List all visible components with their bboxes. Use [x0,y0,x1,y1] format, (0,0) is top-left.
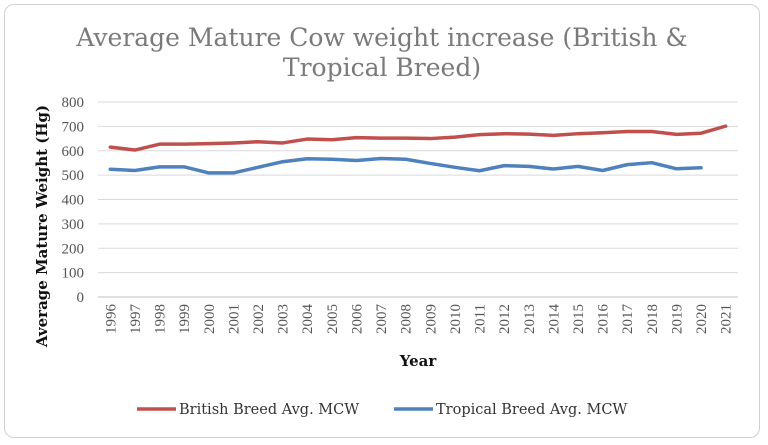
y-axis-label: Average Mature Weight (Hg) [33,105,51,348]
x-tick-label: 2005 [325,304,341,334]
x-tick-label: 2004 [300,304,316,335]
x-tick-label: 2007 [374,304,390,335]
gridlines [98,101,738,298]
x-tick-label: 2009 [423,304,439,334]
y-axis-ticks: 0 100 200 300 400 500 600 700 800 [62,95,85,306]
x-tick-label: 2013 [522,304,538,334]
series-lines [108,124,728,175]
x-axis-label: Year [399,352,438,370]
y-tick-label: 700 [62,119,85,135]
x-tick-label: 2018 [645,304,661,334]
x-tick-label: 2011 [473,304,489,333]
legend-label-british: British Breed Avg. MCW [179,402,359,418]
x-tick-label: 1999 [177,304,193,334]
legend: British Breed Avg. MCW Tropical Breed Av… [137,402,627,418]
series-line-tropical [108,156,703,175]
legend-label-tropical: Tropical Breed Avg. MCW [436,402,627,418]
y-tick-label: 300 [62,217,85,233]
x-tick-label: 2006 [349,304,365,335]
x-tick-label: 2001 [226,304,242,334]
x-tick-label: 1996 [103,304,119,335]
x-tick-label: 1997 [128,304,144,335]
x-tick-label: 2002 [251,304,267,334]
x-tick-label: 2014 [546,304,562,335]
series-line-british [108,124,728,152]
x-tick-label: 2012 [497,304,513,334]
x-axis-ticks: 1996 1997 1998 1999 2000 2001 2002 2003 2004 2005… [103,304,734,335]
y-tick-label: 800 [62,95,85,111]
x-tick-label: 2010 [448,304,464,334]
chart-title-line-1: Average Mature Cow weight increase (Brit… [75,23,687,52]
y-tick-label: 400 [62,193,85,209]
x-tick-label: 2015 [571,304,587,334]
x-tick-label: 1998 [153,304,169,334]
y-tick-label: 100 [62,266,85,282]
y-tick-label: 200 [62,241,85,257]
chart-frame [4,4,760,438]
y-tick-label: 500 [62,168,85,184]
y-tick-label: 0 [77,290,85,306]
x-tick-label: 2021 [719,304,735,334]
x-tick-label: 2017 [620,304,636,335]
x-tick-label: 2000 [202,304,218,334]
x-tick-label: 2008 [399,304,415,334]
x-tick-label: 2019 [669,304,685,334]
chart-title-line-2: Tropical Breed) [283,53,481,82]
x-tick-label: 2020 [694,304,710,334]
x-tick-label: 2016 [596,304,612,335]
x-tick-label: 2003 [276,304,292,334]
y-tick-label: 600 [62,144,85,160]
